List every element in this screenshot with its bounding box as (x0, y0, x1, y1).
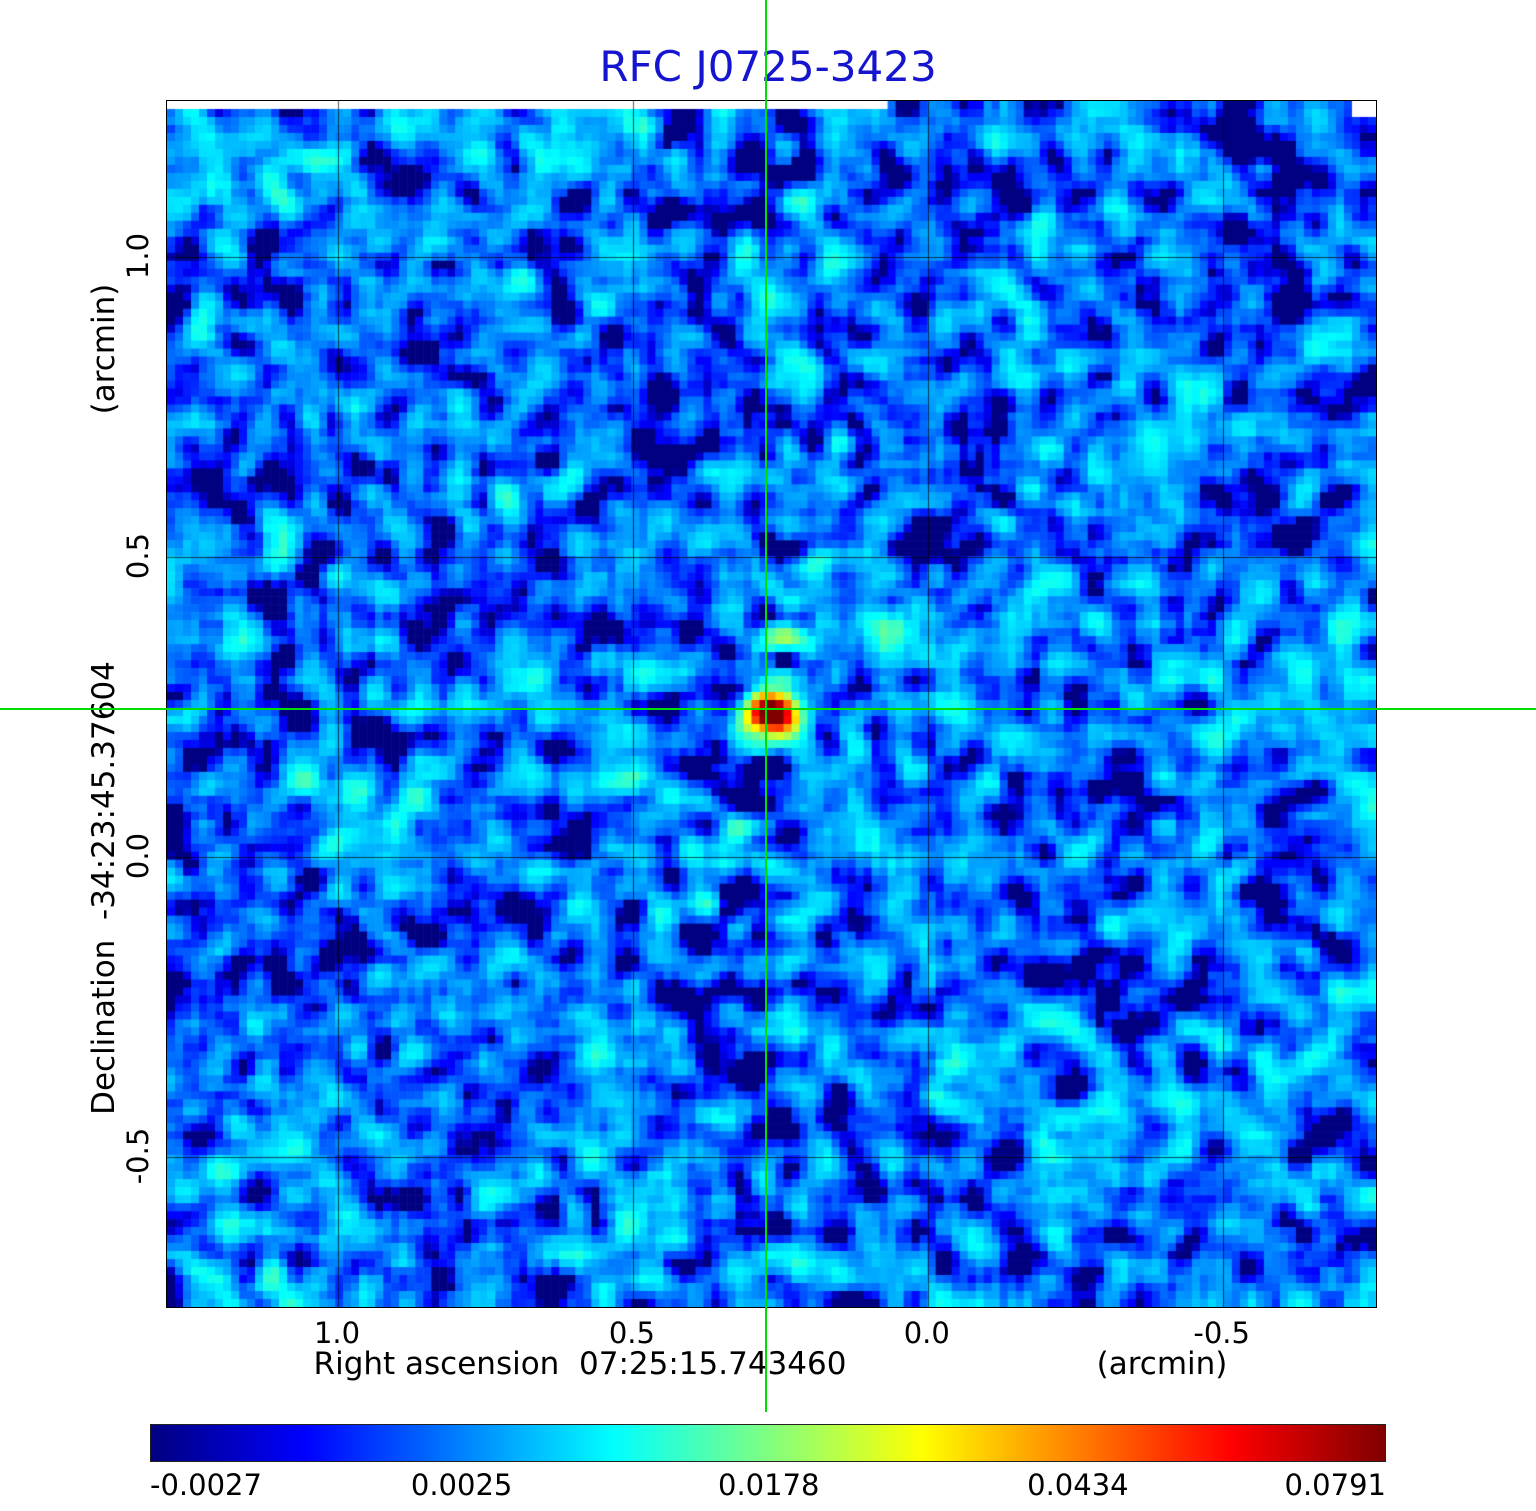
colorbar-tick-label: 0.0025 (410, 1468, 513, 1502)
y-tick-label: 1.0 (121, 232, 155, 280)
y-tick-label: -0.5 (121, 1127, 155, 1185)
colorbar (150, 1424, 1386, 1462)
figure-title: RFC J0725-3423 (599, 42, 937, 91)
colorbar-tick-label: 0.0791 (1284, 1468, 1386, 1502)
x-tick-label: 0.5 (608, 1316, 655, 1350)
y-axis-unit-label: (arcmin) (86, 283, 122, 415)
y-axis-label: Declination -34:23:45.37604 (86, 661, 122, 1115)
x-axis-unit-label: (arcmin) (1096, 1346, 1228, 1382)
heatmap-canvas (167, 101, 1376, 1307)
x-tick-label: 1.0 (313, 1316, 361, 1350)
x-tick-label: -0.5 (1193, 1316, 1250, 1350)
y-tick-label: 0.5 (121, 532, 155, 580)
y-tick-label: 0.0 (121, 832, 155, 880)
x-axis-label: Right ascension 07:25:15.743460 (313, 1346, 847, 1382)
colorbar-tick-label: -0.0027 (150, 1468, 262, 1502)
sky-map-plot (166, 100, 1377, 1308)
x-tick-label: 0.0 (903, 1316, 950, 1350)
colorbar-tick-label: 0.0178 (718, 1468, 820, 1502)
colorbar-tick-label: 0.0434 (1027, 1468, 1129, 1502)
